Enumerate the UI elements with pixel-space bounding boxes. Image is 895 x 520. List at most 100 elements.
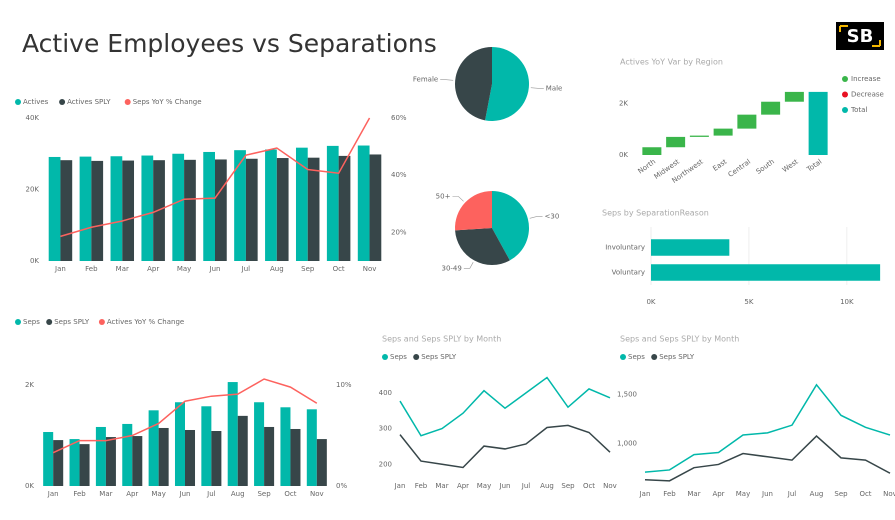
bar (110, 156, 123, 261)
legend-label: Seps (390, 353, 407, 361)
bar (276, 158, 289, 261)
pie-label: <30 (545, 213, 560, 221)
pie-slice (455, 228, 510, 266)
bar (265, 149, 277, 261)
bar (132, 436, 143, 486)
bar (95, 426, 106, 486)
leader-line (463, 262, 474, 269)
y-tick-label: 60% (391, 114, 407, 122)
y-tick-label: 0K (619, 151, 628, 159)
chart-title: Actives YoY Var by Region (620, 58, 723, 67)
x-tick-label: Nov (310, 490, 324, 498)
x-tick-label: May (177, 265, 191, 273)
x-tick-label: Jun (209, 265, 221, 273)
bar (227, 382, 238, 486)
x-tick-label: Apr (712, 490, 724, 498)
x-tick-label: Sep (834, 490, 848, 498)
x-tick-label: Mar (116, 265, 129, 273)
bar (306, 409, 317, 486)
x-tick-label: Sep (257, 490, 271, 498)
x-tick-label: Jan (639, 490, 651, 498)
bar (174, 402, 185, 486)
x-tick-label: Feb (85, 265, 98, 273)
pie-slice (455, 47, 492, 121)
bar (651, 264, 881, 281)
x-tick-label: Apr (147, 265, 159, 273)
waterfall-bar (737, 114, 757, 129)
bar (357, 145, 370, 261)
x-tick-label: Apr (457, 482, 469, 490)
x-tick-label: Jun (499, 482, 511, 490)
y-tick-label: 2K (25, 381, 34, 389)
bar (60, 160, 73, 261)
bar (307, 157, 320, 261)
x-tick-label: Nov (883, 490, 895, 498)
line (399, 376, 611, 437)
bar (234, 150, 246, 261)
logo: SB (847, 26, 874, 47)
pie-label: Female (413, 76, 438, 84)
chart-title: Seps and Seps SPLY by Month (382, 335, 501, 344)
bar (237, 415, 248, 486)
y-tick-label: 300 (379, 425, 392, 433)
legend-label: Seps SPLY (54, 318, 90, 326)
pie-slice (454, 191, 492, 231)
pie-label: 50+ (436, 193, 451, 201)
legend-label: Actives YoY % Change (107, 318, 184, 326)
legend-label: Seps SPLY (421, 353, 457, 361)
leader-line (530, 87, 544, 89)
legend-label: Seps (628, 353, 645, 361)
bar (53, 440, 64, 486)
bar (290, 428, 301, 486)
bar (48, 156, 61, 261)
x-tick-label: Jul (787, 490, 797, 498)
legend-marker (842, 91, 848, 98)
x-tick-label: Oct (859, 490, 871, 498)
legend-label: Seps YoY % Change (133, 98, 202, 106)
legend-marker (15, 99, 21, 105)
bar (105, 437, 116, 486)
waterfall-bar (666, 136, 686, 148)
x-tick-label: Aug (231, 490, 245, 498)
chart-title: Seps by SeparationReason (602, 209, 709, 218)
bar (215, 159, 227, 261)
x-tick-label: Nov (603, 482, 617, 490)
bar (69, 439, 80, 486)
bar (43, 432, 54, 486)
bar (326, 145, 339, 261)
legend-marker (98, 319, 105, 325)
x-tick-label: Aug (540, 482, 554, 490)
bar (280, 407, 291, 486)
page-title: Active Employees vs Separations (22, 29, 437, 58)
waterfall-bar (761, 101, 781, 115)
bar (295, 147, 308, 261)
x-tick-label: Nov (363, 265, 377, 273)
pie-slice (485, 47, 530, 122)
y-tick-label: 40K (26, 114, 40, 122)
y-tick-label: 2K (619, 99, 628, 107)
leader-line (452, 196, 464, 202)
x-tick-label: Jul (241, 265, 251, 273)
x-tick-label: Mar (687, 490, 700, 498)
legend-label: Decrease (851, 91, 884, 99)
legend-marker (842, 76, 848, 82)
bar (201, 406, 212, 486)
legend-marker (382, 354, 388, 360)
x-tick-label: Feb (73, 490, 86, 498)
x-tick-label: Jul (521, 482, 531, 490)
x-tick-label: Jul (206, 490, 216, 498)
line (644, 383, 891, 473)
y-tick-label: 1,000 (617, 440, 637, 448)
legend-marker (651, 354, 658, 360)
bar (211, 431, 222, 486)
legend-marker (124, 99, 131, 105)
x-tick-label: Jun (179, 490, 191, 498)
waterfall-bar (784, 91, 804, 102)
x-tick-label: May (477, 482, 491, 490)
leader-line (440, 79, 454, 81)
x-tick-label: Mar (435, 482, 448, 490)
y-tick-label: 1,500 (617, 391, 637, 399)
legend-marker (413, 354, 420, 360)
legend-label: Seps SPLY (659, 353, 695, 361)
